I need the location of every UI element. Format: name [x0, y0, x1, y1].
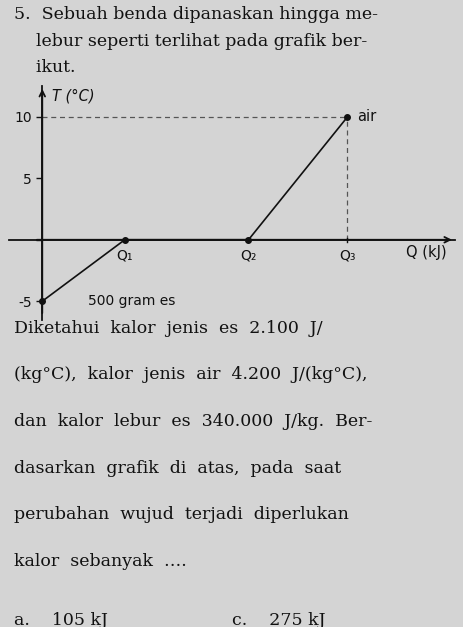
Text: c.    275 kJ: c. 275 kJ	[232, 612, 325, 627]
Text: Diketahui  kalor  jenis  es  2.100  J/: Diketahui kalor jenis es 2.100 J/	[14, 320, 322, 337]
Text: kalor  sebanyak  ….: kalor sebanyak ….	[14, 553, 186, 570]
Text: ikut.: ikut.	[14, 59, 75, 76]
Text: Q₃: Q₃	[338, 248, 355, 262]
Text: 500 gram es: 500 gram es	[88, 294, 175, 308]
Text: lebur seperti terlihat pada grafik ber-: lebur seperti terlihat pada grafik ber-	[14, 33, 366, 50]
Text: a.    105 kJ: a. 105 kJ	[14, 612, 107, 627]
Text: perubahan  wujud  terjadi  diperlukan: perubahan wujud terjadi diperlukan	[14, 507, 348, 524]
Text: Q (kJ): Q (kJ)	[405, 245, 445, 260]
Text: 5.  Sebuah benda dipanaskan hingga me-: 5. Sebuah benda dipanaskan hingga me-	[14, 6, 377, 23]
Text: air: air	[357, 109, 376, 124]
Text: Q₁: Q₁	[116, 248, 133, 262]
Text: (kg°C),  kalor  jenis  air  4.200  J/(kg°C),: (kg°C), kalor jenis air 4.200 J/(kg°C),	[14, 366, 366, 383]
Text: dasarkan  grafik  di  atas,  pada  saat: dasarkan grafik di atas, pada saat	[14, 460, 340, 477]
Text: Q₂: Q₂	[240, 248, 256, 262]
Text: T (°C): T (°C)	[52, 88, 94, 103]
Text: dan  kalor  lebur  es  340.000  J/kg.  Ber-: dan kalor lebur es 340.000 J/kg. Ber-	[14, 413, 371, 430]
